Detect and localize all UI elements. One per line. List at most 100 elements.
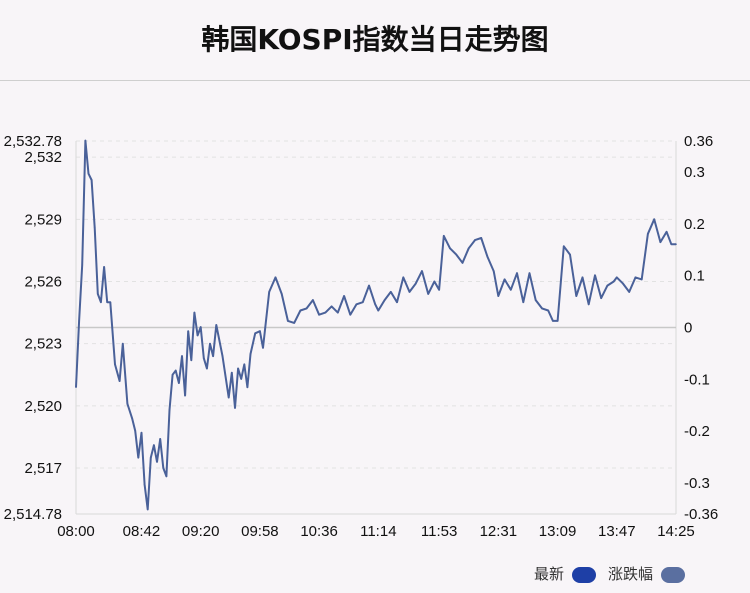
data-point [396, 301, 398, 304]
data-point [293, 322, 295, 324]
data-point [249, 353, 252, 355]
data-point [287, 320, 289, 322]
data-point [137, 456, 140, 459]
data-point [640, 278, 643, 281]
data-point [414, 282, 417, 285]
legend-latest-swatch [572, 567, 597, 584]
data-point [165, 475, 168, 478]
data-point [349, 313, 352, 316]
data-point [90, 179, 93, 181]
data-point [670, 243, 673, 245]
data-point [653, 218, 655, 221]
data-point [75, 386, 77, 388]
series-group [75, 139, 676, 511]
legend-latest: 最新 [534, 563, 597, 584]
data-point [150, 456, 152, 459]
data-points [75, 139, 677, 511]
data-point [492, 270, 495, 272]
data-point [675, 243, 677, 245]
y-right-tick-label: -0.1 [684, 371, 710, 388]
data-point [634, 276, 637, 279]
y-left-tick-label: 2,514.78 [4, 506, 62, 523]
data-point [184, 394, 186, 397]
y-left-tick-label: 2,529 [24, 211, 62, 228]
data-point [156, 460, 158, 463]
data-point [534, 299, 537, 301]
data-point [569, 253, 571, 256]
series-line-latest [75, 139, 676, 511]
data-point [237, 367, 239, 370]
x-tick-label: 12:31 [480, 523, 518, 540]
data-point [408, 291, 411, 293]
data-point [280, 293, 283, 295]
data-point [181, 355, 183, 357]
y-right-tick-label: -0.2 [684, 423, 710, 440]
data-point [562, 245, 565, 248]
data-point [556, 320, 559, 322]
data-point [190, 359, 193, 362]
data-point [178, 382, 180, 384]
data-point [355, 303, 358, 306]
x-tick-label: 09:20 [182, 523, 220, 540]
data-point [337, 311, 339, 314]
x-tick-label: 13:09 [539, 523, 577, 540]
data-point [581, 276, 584, 279]
data-point [383, 299, 386, 301]
data-point [474, 239, 476, 241]
title-divider [0, 80, 750, 81]
data-point [118, 380, 121, 382]
data-point [174, 369, 177, 372]
y-left-tick-label: 2,526 [24, 273, 62, 290]
data-point [594, 274, 596, 277]
data-point [522, 301, 525, 304]
data-point [665, 230, 668, 233]
data-point [171, 373, 174, 376]
x-tick-label: 08:00 [57, 523, 95, 540]
data-point [254, 332, 257, 335]
x-tick-label: 13:47 [598, 523, 636, 540]
data-point [159, 438, 161, 440]
data-point [312, 299, 314, 301]
data-point [330, 305, 333, 308]
data-point [227, 396, 230, 399]
data-point [575, 295, 578, 297]
data-point [268, 291, 271, 293]
data-point [659, 241, 662, 243]
data-point [84, 139, 87, 142]
x-axis: 08:00 08:42 09:20 09:58 10:36 11:14 11:53 12:31… [57, 523, 695, 540]
data-point [126, 402, 129, 405]
data-point [606, 284, 609, 287]
y-right-tick-label: 0.3 [684, 164, 705, 181]
data-point [449, 247, 451, 250]
data-point [433, 280, 436, 283]
data-point [121, 342, 124, 345]
data-point [106, 301, 108, 304]
data-point [234, 407, 236, 409]
data-point [528, 272, 531, 275]
data-point [547, 309, 550, 312]
x-tick-label: 14:25 [657, 523, 695, 540]
data-point [516, 272, 518, 275]
data-point [615, 276, 618, 279]
data-point [421, 270, 423, 272]
data-point [343, 295, 345, 297]
data-point [146, 508, 149, 511]
data-point [231, 371, 233, 374]
data-point [209, 342, 211, 345]
y-left-tick-label: 2,520 [24, 398, 62, 415]
x-tick-label: 09:58 [241, 523, 279, 540]
data-point [390, 291, 392, 293]
data-point [600, 297, 602, 299]
data-point [361, 301, 364, 304]
data-point [215, 324, 218, 326]
data-point [199, 326, 202, 328]
data-point [193, 311, 196, 314]
data-point [647, 233, 649, 235]
data-point [114, 363, 116, 366]
data-point [153, 444, 155, 447]
data-point [262, 347, 264, 349]
data-point [168, 409, 171, 411]
y-axis-left: 2,514.78 2,517 2,520 2,523 2,526 2,529 2,5322,… [4, 133, 62, 523]
y-left-tick-label: 2,532 [24, 149, 62, 166]
data-point [324, 311, 327, 314]
